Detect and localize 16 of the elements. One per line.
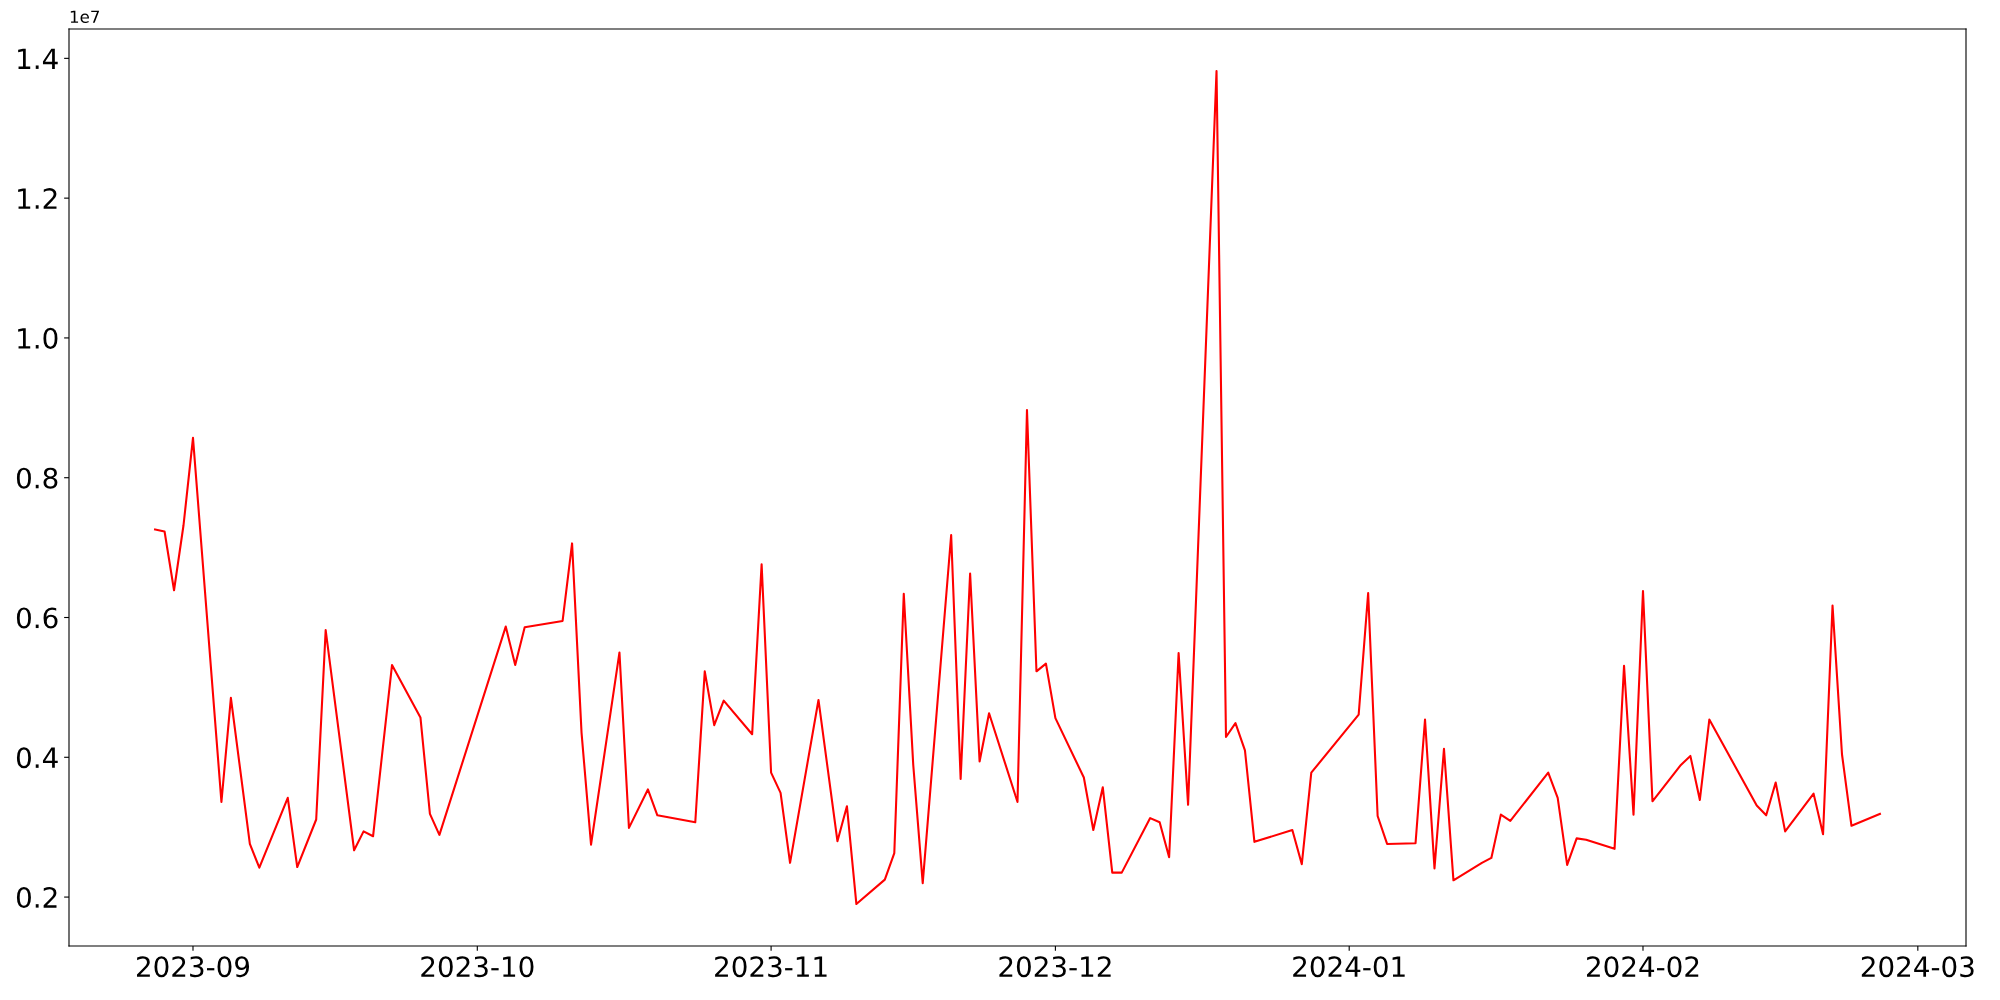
y-tick-label: 0.4: [16, 747, 58, 769]
y-tick-label: 1.0: [18, 327, 58, 349]
y-tick-label: 0.6: [16, 607, 58, 629]
y-tick-label: 1.2: [18, 188, 57, 209]
x-tick-label: 2023-10: [421, 956, 534, 978]
y-tick-label: 0.8: [16, 467, 58, 489]
x-tick-label: 2023-09: [137, 956, 250, 978]
x-tick-label: 2024-03: [1861, 956, 1974, 978]
text: 1e7: [70, 10, 100, 24]
x-tick-label: 2024-01: [1293, 956, 1405, 978]
y-tick-label: 1.4: [18, 48, 58, 69]
x-tick-label: 2023-11: [715, 956, 827, 978]
x-tick-label: 2024-02: [1586, 956, 1699, 978]
line-series: [154, 69, 1881, 906]
y-tick-label: 0.2: [16, 887, 57, 909]
x-tick-label: 2023-12: [999, 956, 1111, 978]
